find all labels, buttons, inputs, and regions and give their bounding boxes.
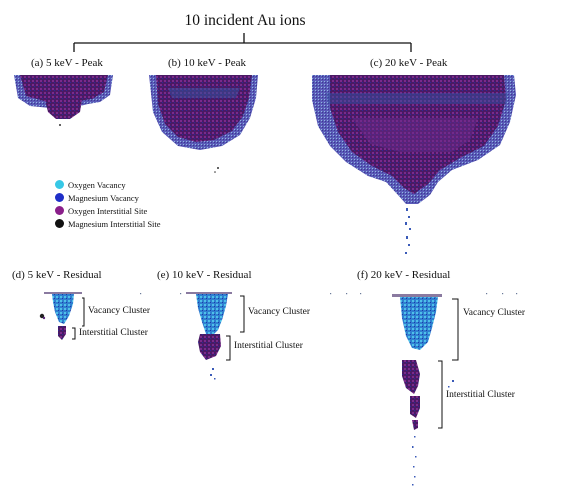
annotation-d-vacancy: Vacancy Cluster (88, 306, 150, 316)
panel-label-b: (b) 10 keV - Peak (168, 57, 246, 69)
legend-item-magnesium-interstitial: Magnesium Interstitial Site (55, 217, 161, 230)
oxygen-vacancy-swatch-icon (55, 180, 64, 189)
title-bracket (73, 33, 412, 52)
legend-label: Oxygen Vacancy (68, 179, 126, 190)
panel-label-e: (e) 10 keV - Residual (157, 269, 252, 281)
figure-title: 10 incident Au ions (184, 12, 306, 29)
legend-label: Oxygen Interstitial Site (68, 205, 148, 216)
cluster-e-residual (186, 292, 232, 380)
magnesium-interstitial-swatch-icon (55, 219, 64, 228)
magnesium-vacancy-swatch-icon (55, 193, 64, 202)
annotation-f-vacancy: Vacancy Cluster (463, 308, 525, 318)
cluster-f-residual (392, 294, 454, 486)
annotation-e-vacancy: Vacancy Cluster (248, 307, 310, 317)
legend-label: Magnesium Interstitial Site (68, 218, 161, 229)
surface-dots (50, 292, 518, 295)
annotation-d-interstitial: Interstitial Cluster (79, 328, 148, 338)
oxygen-interstitial-swatch-icon (55, 206, 64, 215)
bracket-d (72, 297, 85, 340)
annotation-f-interstitial: Interstitial Cluster (446, 390, 515, 400)
legend: Oxygen Vacancy Magnesium Vacancy Oxygen … (55, 178, 161, 230)
panel-label-c: (c) 20 keV - Peak (370, 57, 448, 69)
panel-label-f: (f) 20 keV - Residual (357, 269, 451, 281)
cluster-c-peak (312, 75, 516, 254)
panel-label-a: (a) 5 keV - Peak (31, 57, 103, 69)
legend-item-oxygen-interstitial: Oxygen Interstitial Site (55, 204, 161, 217)
legend-label: Magnesium Vacancy (68, 192, 139, 203)
cluster-d-residual (39, 292, 82, 340)
legend-item-magnesium-vacancy: Magnesium Vacancy (55, 191, 161, 204)
panel-label-d: (d) 5 keV - Residual (12, 269, 102, 281)
bracket-e (226, 295, 245, 361)
cluster-b-peak (149, 75, 258, 173)
cluster-a-peak (14, 75, 113, 126)
legend-item-oxygen-vacancy: Oxygen Vacancy (55, 178, 161, 191)
bracket-f (438, 298, 459, 429)
annotation-e-interstitial: Interstitial Cluster (234, 341, 303, 351)
